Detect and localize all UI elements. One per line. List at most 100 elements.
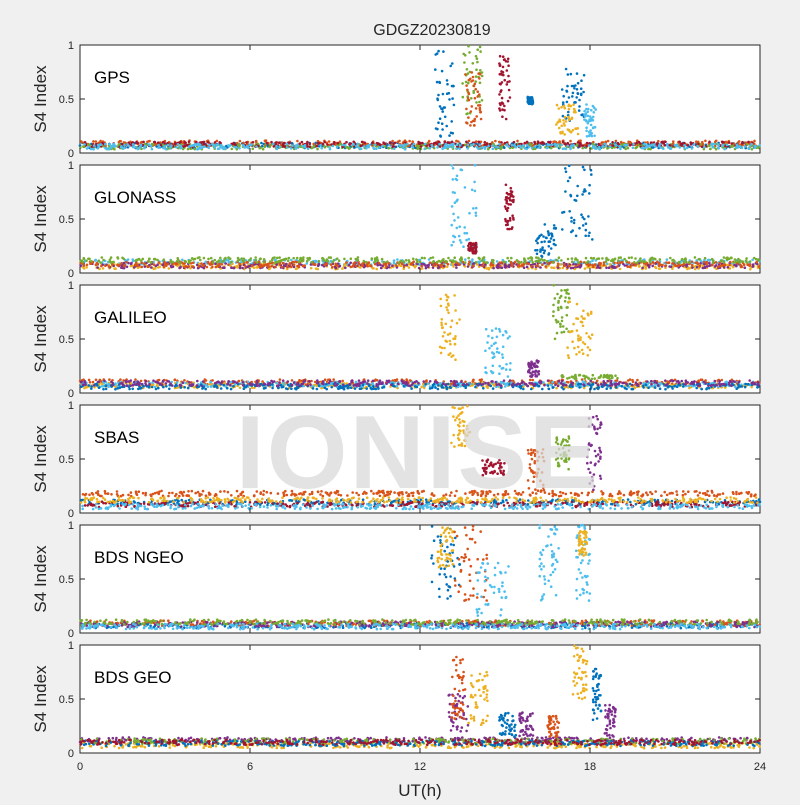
data-point: [253, 261, 256, 264]
data-point: [323, 141, 326, 144]
data-point: [108, 265, 111, 268]
data-point: [562, 95, 565, 98]
data-point: [593, 111, 596, 114]
data-point: [541, 263, 544, 266]
data-point: [498, 261, 501, 264]
data-point: [420, 145, 423, 148]
data-point: [472, 265, 475, 268]
data-point: [252, 141, 255, 144]
data-point: [164, 142, 167, 145]
data-point: [470, 110, 473, 113]
data-point: [619, 148, 622, 151]
data-point: [727, 266, 730, 269]
data-point: [504, 205, 507, 208]
data-point: [545, 236, 548, 239]
data-point: [585, 145, 588, 148]
data-point: [109, 260, 112, 263]
data-point: [670, 147, 673, 150]
data-point: [524, 259, 527, 262]
data-point: [118, 141, 121, 144]
data-point: [460, 260, 463, 263]
data-point: [443, 106, 446, 109]
data-point: [753, 140, 756, 143]
data-point: [704, 257, 707, 260]
data-point: [380, 267, 383, 270]
data-point: [632, 147, 635, 150]
data-point: [283, 142, 286, 145]
data-point: [597, 265, 600, 268]
data-point: [205, 379, 208, 382]
data-point: [301, 141, 304, 144]
data-point: [722, 144, 725, 147]
data-point: [585, 103, 588, 106]
data-point: [130, 263, 133, 266]
data-point: [307, 148, 310, 151]
data-point: [569, 194, 572, 197]
data-point: [83, 264, 86, 267]
data-point: [455, 266, 458, 269]
data-point: [486, 143, 489, 146]
data-point: [684, 259, 687, 262]
data-point: [290, 147, 293, 150]
data-point: [361, 265, 364, 268]
data-point: [502, 71, 505, 74]
data-point: [508, 266, 511, 269]
data-point: [375, 268, 378, 271]
data-point: [480, 118, 483, 121]
data-point: [730, 256, 733, 259]
data-point: [306, 141, 309, 144]
data-point: [583, 387, 586, 390]
data-point: [581, 193, 584, 196]
data-point: [669, 257, 672, 260]
data-point: [288, 257, 291, 260]
data-point: [689, 141, 692, 144]
data-point: [185, 265, 188, 268]
data-point: [563, 122, 566, 125]
data-point: [492, 259, 495, 262]
data-point: [717, 143, 720, 146]
data-point: [254, 256, 257, 259]
data-point: [381, 258, 384, 261]
data-point: [471, 105, 474, 108]
data-point: [318, 263, 321, 266]
data-point: [510, 193, 513, 196]
data-point: [386, 260, 389, 263]
data-point: [726, 256, 729, 259]
data-point: [703, 261, 706, 264]
data-point: [543, 240, 546, 243]
data-point: [126, 266, 129, 269]
data-point: [465, 108, 468, 111]
data-point: [253, 266, 256, 269]
data-point: [749, 260, 752, 263]
data-point: [479, 82, 482, 85]
data-point: [506, 69, 509, 72]
data-point: [678, 261, 681, 264]
data-point: [184, 260, 187, 263]
data-point: [651, 144, 654, 147]
data-point: [646, 141, 649, 144]
data-point: [503, 109, 506, 112]
data-point: [198, 265, 201, 268]
data-point: [728, 264, 731, 267]
data-point: [452, 241, 455, 244]
data-point: [691, 266, 694, 269]
data-point: [571, 117, 574, 120]
data-point: [475, 68, 478, 71]
data-point: [476, 57, 479, 60]
data-point: [509, 96, 512, 99]
data-point: [588, 118, 591, 121]
data-point: [468, 51, 471, 54]
data-point: [305, 262, 308, 265]
data-point: [591, 238, 594, 241]
data-point: [476, 90, 479, 93]
data-point: [330, 263, 333, 266]
plot-area: [80, 285, 760, 393]
data-point: [369, 264, 372, 267]
data-point: [427, 382, 430, 385]
data-point: [510, 263, 513, 266]
data-point: [552, 141, 555, 144]
data-point: [387, 147, 390, 150]
data-point: [585, 119, 588, 122]
data-point: [292, 257, 295, 260]
data-point: [561, 228, 564, 231]
